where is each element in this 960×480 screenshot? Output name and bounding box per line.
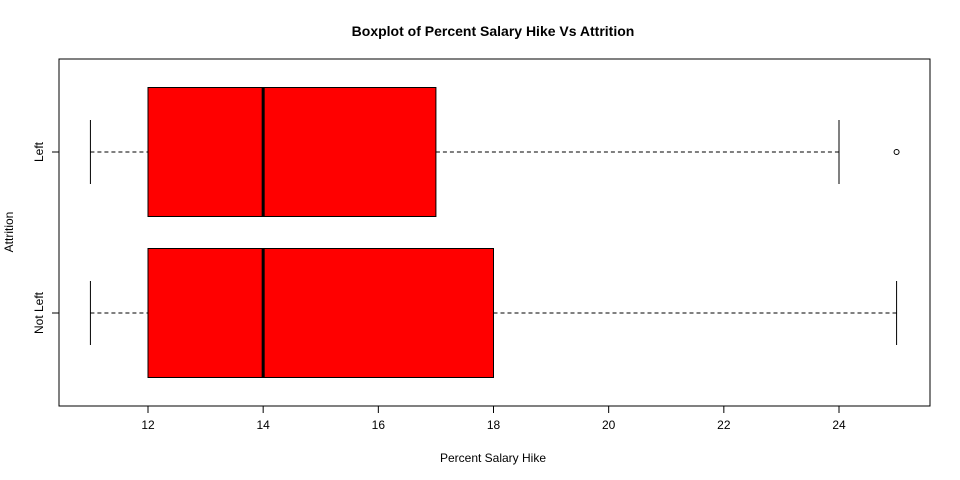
outlier-point <box>893 149 900 155</box>
x-tick-label: 16 <box>372 418 386 432</box>
x-tick-label: 22 <box>717 418 731 432</box>
x-tick-label: 12 <box>141 418 155 432</box>
iqr-box <box>147 87 437 217</box>
x-tick-label: 14 <box>256 418 270 432</box>
x-axis-label: Percent Salary Hike <box>440 451 546 465</box>
box-left <box>89 87 900 217</box>
boxes <box>89 87 900 378</box>
iqr-box <box>147 248 494 378</box>
y-axis: Not Left Left <box>32 141 60 334</box>
box-not-left <box>89 248 898 378</box>
chart-title: Boxplot of Percent Salary Hike Vs Attrit… <box>352 23 635 39</box>
x-tick-label: 18 <box>487 418 501 432</box>
y-tick-label: Not Left <box>32 291 46 334</box>
x-tick-label: 20 <box>602 418 616 432</box>
y-axis-label: Attrition <box>2 212 16 253</box>
y-tick-label: Left <box>32 141 46 162</box>
x-tick-label: 24 <box>832 418 846 432</box>
x-axis: 12 14 16 18 20 22 24 <box>141 405 846 432</box>
